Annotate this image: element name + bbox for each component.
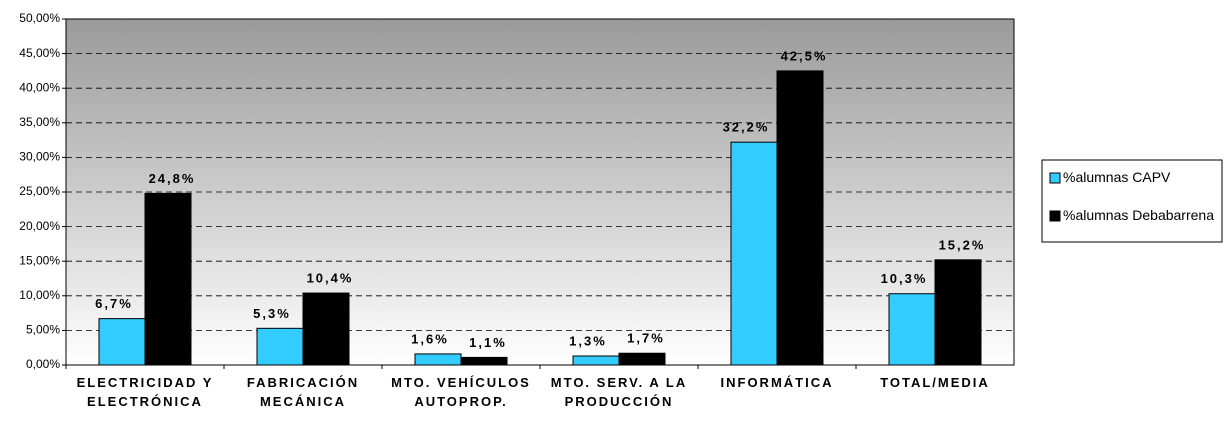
x-tick-label-box: MTO. VEHÍCULOS AUTOPROP. — [391, 375, 531, 409]
y-tick-label: 30,00% — [19, 150, 60, 164]
y-tick-label: 25,00% — [19, 184, 60, 198]
x-tick-label: FABRICACIÓN MECÁNICA — [246, 375, 360, 409]
bar — [888, 293, 936, 366]
x-tick-label: TOTAL/MEDIA — [880, 375, 990, 390]
value-label: 1,6% — [411, 331, 449, 346]
bar — [98, 318, 146, 366]
bar — [414, 353, 462, 366]
x-tick-label-box: TOTAL/MEDIA — [880, 375, 990, 390]
bar — [144, 192, 192, 366]
value-label: 10,4% — [307, 270, 354, 285]
x-tick-label: INFORMÁTICA — [720, 375, 834, 390]
y-tick-label: 5,00% — [26, 323, 60, 337]
y-tick-label: 50,00% — [19, 11, 60, 25]
legend-label-box: %alumnas Debabarrena — [1063, 207, 1214, 223]
value-label: 10,3% — [881, 271, 928, 286]
x-tick-label-box: ELECTRICIDAD Y ELECTRÓNICA — [76, 375, 214, 409]
bar — [572, 355, 620, 366]
value-label: 5,3% — [253, 306, 291, 321]
y-tick-label: 40,00% — [19, 80, 60, 94]
y-tick-label: 45,00% — [19, 46, 60, 60]
y-tick-label: 0,00% — [26, 357, 60, 371]
bar — [776, 70, 824, 366]
bar — [460, 356, 508, 366]
y-tick-label: 15,00% — [19, 253, 60, 267]
y-tick-label: 10,00% — [19, 288, 60, 302]
value-label: 15,2% — [939, 237, 986, 252]
value-label: 42,5% — [781, 48, 828, 63]
x-tick-label-box: MTO. SERV. A LA PRODUCCIÓN — [550, 375, 688, 409]
legend — [1041, 159, 1223, 243]
y-tick-label: 20,00% — [19, 219, 60, 233]
bar — [302, 292, 350, 366]
x-tick-label-box: FABRICACIÓN MECÁNICA — [246, 375, 360, 409]
x-tick-label: ELECTRICIDAD Y ELECTRÓNICA — [76, 375, 214, 409]
value-label: 1,1% — [469, 335, 507, 350]
legend-label: %alumnas Debabarrena — [1063, 207, 1214, 223]
x-tick-label: MTO. SERV. A LA PRODUCCIÓN — [550, 375, 688, 409]
legend-swatch — [1049, 210, 1061, 222]
legend-swatch — [1049, 172, 1061, 184]
bar — [934, 259, 982, 366]
y-tick-label: 35,00% — [19, 115, 60, 129]
legend-label: %alumnas CAPV — [1063, 169, 1171, 185]
value-label: 24,8% — [149, 171, 196, 186]
bar — [618, 352, 666, 366]
bar — [730, 141, 778, 366]
bar — [256, 327, 304, 366]
value-label: 1,3% — [569, 333, 607, 348]
legend-label-box: %alumnas CAPV — [1063, 169, 1171, 185]
value-label: 1,7% — [627, 331, 665, 346]
value-label: 32,2% — [723, 120, 770, 135]
value-label: 6,7% — [95, 296, 133, 311]
x-tick-label: MTO. VEHÍCULOS AUTOPROP. — [391, 375, 531, 409]
x-tick-label-box: INFORMÁTICA — [720, 375, 834, 390]
